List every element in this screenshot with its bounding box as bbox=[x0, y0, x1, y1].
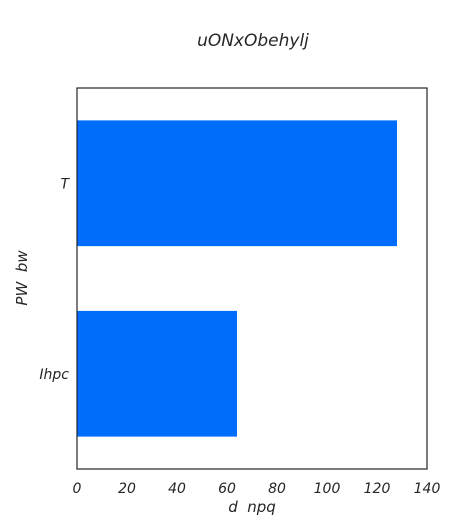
x-tick-label-120: 120 bbox=[364, 481, 391, 497]
x-tick-label-40: 40 bbox=[168, 481, 186, 497]
chart-title: uONxObehylj bbox=[197, 31, 309, 51]
x-tick-labels: 0 20 40 60 80 100 120 140 bbox=[73, 481, 441, 497]
y-tick-label-ihpc: Ihpc bbox=[39, 367, 69, 383]
y-axis-label: PW bw bbox=[13, 250, 31, 306]
x-tick-label-0: 0 bbox=[73, 481, 82, 497]
x-tick-label-60: 60 bbox=[218, 481, 236, 497]
x-tick-label-20: 20 bbox=[118, 481, 136, 497]
y-tick-labels: T Ihpc bbox=[39, 176, 70, 383]
x-axis-label: d npq bbox=[228, 498, 276, 516]
x-tick-label-100: 100 bbox=[314, 481, 341, 497]
x-tick-label-80: 80 bbox=[268, 481, 286, 497]
bar-t bbox=[77, 120, 397, 247]
x-tick-label-140: 140 bbox=[414, 481, 441, 497]
bars-layer bbox=[77, 120, 397, 437]
y-tick-label-t: T bbox=[60, 176, 70, 192]
bar-ihpc bbox=[77, 310, 237, 437]
plot-frame bbox=[76, 87, 428, 470]
